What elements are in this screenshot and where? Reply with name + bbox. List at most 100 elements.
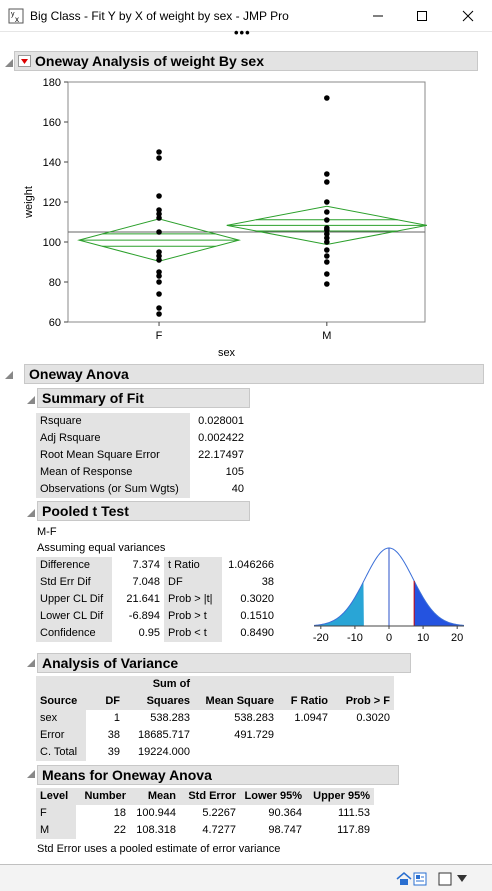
pooled-t-table: Difference 7.374 t Ratio 1.046266 Std Err Di…	[36, 557, 278, 642]
row-label: Std Err Dif	[36, 574, 112, 591]
data-point	[156, 273, 162, 279]
aov-header[interactable]: Analysis of Variance	[37, 653, 411, 673]
disclosure-triangle-icon[interactable]	[4, 370, 14, 380]
row-label: Lower CL Dif	[36, 608, 112, 625]
data-point	[324, 281, 330, 287]
data-point	[156, 249, 162, 255]
data-point	[156, 215, 162, 221]
column-header: Source	[40, 695, 78, 707]
row-value: 7.048	[132, 576, 160, 588]
data-point	[156, 149, 162, 155]
assumption-label: Assuming equal variances	[37, 542, 166, 554]
row-value: 117.89	[337, 824, 370, 836]
row-value: 538.283	[150, 712, 190, 724]
row-value	[278, 744, 332, 761]
table-row: Adj Rsquare 0.002422	[36, 430, 248, 447]
table-row: C. Total 39 19224.000	[36, 744, 394, 761]
data-point	[324, 235, 330, 241]
row-label: Difference	[36, 557, 112, 574]
x-tick-label: -20	[313, 632, 329, 644]
oneway-title: Oneway Analysis of weight By sex	[35, 53, 265, 69]
more-options[interactable]: •••	[234, 25, 251, 40]
aov-title: Analysis of Variance	[42, 655, 179, 671]
row-value: 1	[113, 712, 120, 724]
svg-text:y: y	[11, 11, 15, 18]
table-row: M 22 108.318 4.7277 98.747 117.89	[36, 822, 374, 839]
data-point	[324, 247, 330, 253]
data-point	[324, 209, 330, 215]
row-value: 0.95	[138, 627, 160, 639]
row-label: Adj Rsquare	[36, 430, 190, 447]
data-point	[156, 305, 162, 311]
x-tick-label: F	[156, 330, 163, 342]
data-point	[156, 279, 162, 285]
row-value	[332, 744, 394, 761]
means-note: Std Error uses a pooled estimate of erro…	[37, 843, 281, 855]
home-icon[interactable]	[396, 872, 412, 886]
maximize-button[interactable]	[407, 4, 437, 28]
data-point	[156, 193, 162, 199]
row-value: 21.641	[126, 593, 160, 605]
minimize-button[interactable]	[363, 4, 393, 28]
data-point	[324, 259, 330, 265]
minimize-icon	[373, 15, 383, 17]
row-value: 100.944	[136, 807, 176, 819]
close-button[interactable]	[453, 4, 483, 28]
pooled-t-header[interactable]: Pooled t Test	[37, 501, 250, 521]
oneway-header[interactable]: Oneway Analysis of weight By sex	[14, 51, 478, 71]
row-value: 1.046266	[228, 559, 274, 571]
aov-table: Sum of Source DF Squares Mean Square F Ratio…	[36, 676, 394, 761]
checkbox-icon[interactable]	[438, 872, 452, 886]
y-tick-label: 80	[49, 277, 61, 289]
data-point	[156, 257, 162, 263]
y-tick-label: 120	[43, 197, 61, 209]
window-list-icon[interactable]	[413, 872, 427, 886]
row-value: 90.364	[268, 807, 302, 819]
data-point	[156, 155, 162, 161]
plot-frame	[67, 81, 426, 323]
means-title: Means for Oneway Anova	[42, 767, 212, 783]
row-label: DF	[164, 574, 222, 591]
disclosure-triangle-icon[interactable]	[26, 658, 36, 668]
row-value: 98.747	[268, 824, 302, 836]
row-label: Upper CL Dif	[36, 591, 112, 608]
table-row: Mean of Response 105	[36, 464, 248, 481]
table-row: F 18 100.944 5.2267 90.364 111.53	[36, 805, 374, 822]
row-label: Confidence	[36, 625, 112, 642]
red-triangle-menu-icon[interactable]	[18, 55, 31, 67]
column-header: Upper 95%	[313, 790, 370, 802]
means-header[interactable]: Means for Oneway Anova	[37, 765, 399, 785]
row-label: Root Mean Square Error	[36, 447, 190, 464]
y-tick-label: 140	[43, 157, 61, 169]
dropdown-arrow-icon[interactable]	[457, 875, 467, 883]
row-value	[278, 727, 332, 744]
row-label: Error	[36, 727, 86, 744]
column-header: Squares	[146, 695, 190, 707]
data-point	[156, 269, 162, 275]
x-tick-label: M	[322, 330, 331, 342]
table-row: Root Mean Square Error 22.17497	[36, 447, 248, 464]
table-row: Error 38 18685.717 491.729	[36, 727, 394, 744]
row-value: 0.8490	[240, 627, 274, 639]
row-value: 0.028001	[198, 415, 244, 427]
row-value: 40	[231, 483, 244, 495]
column-header: Lower 95%	[244, 790, 302, 802]
svg-text:x: x	[15, 15, 19, 24]
disclosure-triangle-icon[interactable]	[26, 769, 36, 779]
row-value: 0.3020	[356, 712, 390, 724]
disclosure-triangle-icon[interactable]	[26, 395, 36, 405]
summary-fit-header[interactable]: Summary of Fit	[37, 388, 250, 408]
row-value: 7.374	[132, 559, 160, 571]
row-value: 0.3020	[240, 593, 274, 605]
row-value: 0.1510	[240, 610, 274, 622]
row-value: 111.53	[337, 807, 370, 819]
row-value: 538.283	[234, 712, 274, 724]
disclosure-triangle-icon[interactable]	[4, 58, 14, 68]
data-point	[324, 171, 330, 177]
row-value: 105	[225, 466, 244, 478]
oneway-anova-header[interactable]: Oneway Anova	[24, 364, 484, 384]
x-tick-label: 0	[386, 632, 392, 644]
disclosure-triangle-icon[interactable]	[26, 508, 36, 518]
row-value: 1.0947	[294, 712, 328, 724]
